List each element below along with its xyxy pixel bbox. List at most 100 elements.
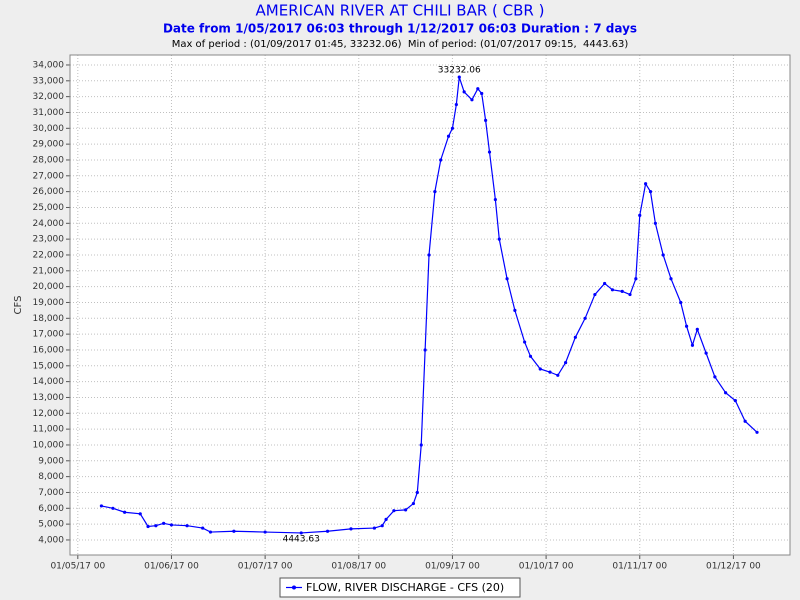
x-tick-label: 01/12/17 00 <box>706 562 761 572</box>
data-point <box>564 361 568 365</box>
x-tick-label: 01/06/17 00 <box>144 562 199 572</box>
y-tick-label: 23,000 <box>33 235 65 245</box>
annotation: 4443.63 <box>283 534 320 544</box>
data-point <box>480 91 484 96</box>
y-tick-label: 24,000 <box>33 219 65 229</box>
data-point <box>325 529 330 533</box>
data-point <box>513 308 517 312</box>
legend-box <box>279 577 521 598</box>
data-point <box>487 150 492 154</box>
y-tick-label: 17,000 <box>33 330 65 340</box>
data-point <box>439 158 443 162</box>
data-point <box>423 348 427 352</box>
data-point <box>462 90 466 94</box>
y-tick-label: 8,000 <box>38 472 64 482</box>
y-axis-label: CFS <box>13 296 24 315</box>
data-point <box>384 517 388 521</box>
data-point <box>146 524 150 529</box>
data-point <box>704 351 708 355</box>
data-point <box>169 523 174 527</box>
data-point <box>648 190 653 194</box>
data-point <box>593 292 597 297</box>
chart-note: Max of period : (01/09/2017 01:45, 33232… <box>172 39 629 50</box>
data-point <box>505 277 509 281</box>
data-point <box>528 354 533 358</box>
y-tick-label: 11,000 <box>33 425 65 435</box>
data-point <box>411 501 416 506</box>
x-tick-label: 01/08/17 00 <box>331 562 386 572</box>
data-point <box>232 529 236 533</box>
y-tick-label: 31,000 <box>33 108 65 118</box>
data-point <box>610 288 615 292</box>
data-point <box>690 343 695 347</box>
y-tick-label: 7,000 <box>38 488 64 498</box>
y-tick-label: 12,000 <box>33 409 65 419</box>
data-point <box>372 526 376 530</box>
y-tick-label: 32,000 <box>33 92 65 102</box>
x-tick-label: 01/05/17 00 <box>50 562 105 572</box>
data-point <box>380 524 384 528</box>
y-tick-label: 28,000 <box>33 155 65 165</box>
x-tick-label: 01/07/17 00 <box>238 562 293 572</box>
data-point <box>497 237 501 241</box>
y-tick-label: 6,000 <box>38 504 64 514</box>
y-tick-label: 5,000 <box>38 520 64 530</box>
data-point <box>573 335 577 339</box>
plot-border <box>69 54 791 556</box>
data-point <box>724 391 728 395</box>
y-tick-label: 19,000 <box>33 298 65 308</box>
y-tick-label: 18,000 <box>33 314 65 324</box>
data-point <box>299 531 303 535</box>
data-point <box>99 504 104 508</box>
data-point <box>208 530 213 534</box>
data-point <box>450 126 455 130</box>
data-point <box>484 118 488 122</box>
y-tick-label: 30,000 <box>33 124 65 134</box>
y-tick-label: 16,000 <box>33 345 65 355</box>
x-tick-label: 01/11/17 00 <box>612 562 667 572</box>
data-point <box>493 197 497 202</box>
y-tick-label: 15,000 <box>33 361 65 371</box>
data-point <box>620 289 624 293</box>
data-point <box>583 316 587 320</box>
y-tick-label: 33,000 <box>33 76 65 86</box>
data-point <box>349 527 353 531</box>
y-tick-label: 13,000 <box>33 393 65 403</box>
data-point <box>433 190 437 194</box>
data-point <box>415 490 419 495</box>
y-tick-label: 34,000 <box>33 60 65 70</box>
data-point <box>138 512 142 516</box>
y-tick-label: 4,000 <box>38 535 64 545</box>
y-tick-label: 26,000 <box>33 187 65 197</box>
data-point <box>476 87 480 91</box>
annotation: 33232.06 <box>438 66 481 76</box>
data-point <box>111 506 115 510</box>
data-point <box>123 510 127 514</box>
legend: FLOW, RIVER DISCHARGE - CFS (20) <box>279 577 521 598</box>
data-point <box>743 419 747 423</box>
data-point <box>638 213 642 217</box>
data-point <box>263 530 267 534</box>
data-point <box>427 253 431 257</box>
legend-label: FLOW, RIVER DISCHARGE - CFS (20) <box>306 581 504 594</box>
y-tick-label: 25,000 <box>33 203 65 213</box>
data-point <box>669 277 673 281</box>
data-point <box>162 521 166 525</box>
data-point <box>201 526 205 530</box>
y-tick-label: 29,000 <box>33 140 65 150</box>
data-point <box>603 281 607 286</box>
data-point <box>653 221 657 225</box>
data-point <box>538 367 542 371</box>
x-tick-label: 01/09/17 00 <box>425 562 480 572</box>
y-tick-label: 14,000 <box>33 377 65 387</box>
data-point <box>457 75 461 79</box>
y-tick-label: 20,000 <box>33 282 65 292</box>
data-point <box>446 134 451 138</box>
data-point <box>644 182 648 186</box>
y-tick-label: 10,000 <box>33 440 65 450</box>
plot-area <box>70 55 790 555</box>
data-point <box>392 509 396 513</box>
data-point <box>733 399 737 403</box>
data-point <box>661 253 665 257</box>
data-point <box>404 508 408 512</box>
